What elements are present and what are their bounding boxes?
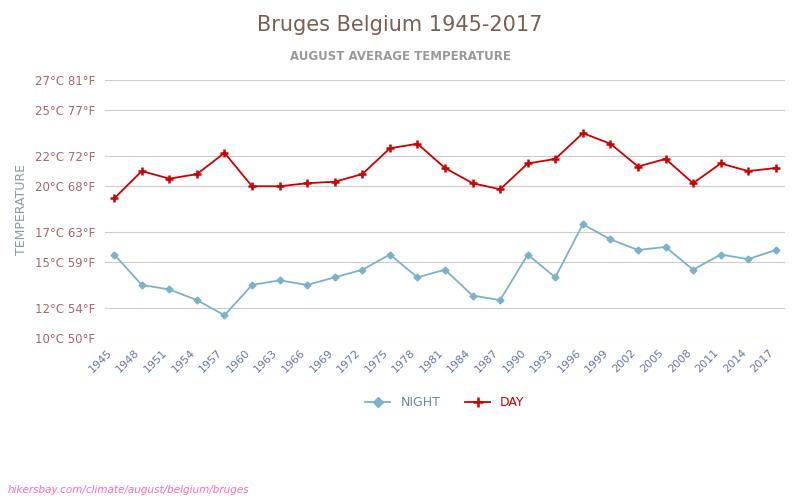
- Y-axis label: TEMPERATURE: TEMPERATURE: [15, 164, 28, 254]
- Text: Bruges Belgium 1945-2017: Bruges Belgium 1945-2017: [258, 15, 542, 35]
- Text: AUGUST AVERAGE TEMPERATURE: AUGUST AVERAGE TEMPERATURE: [290, 50, 510, 63]
- Text: hikersbay.com/climate/august/belgium/bruges: hikersbay.com/climate/august/belgium/bru…: [8, 485, 250, 495]
- Legend: NIGHT, DAY: NIGHT, DAY: [360, 392, 530, 414]
